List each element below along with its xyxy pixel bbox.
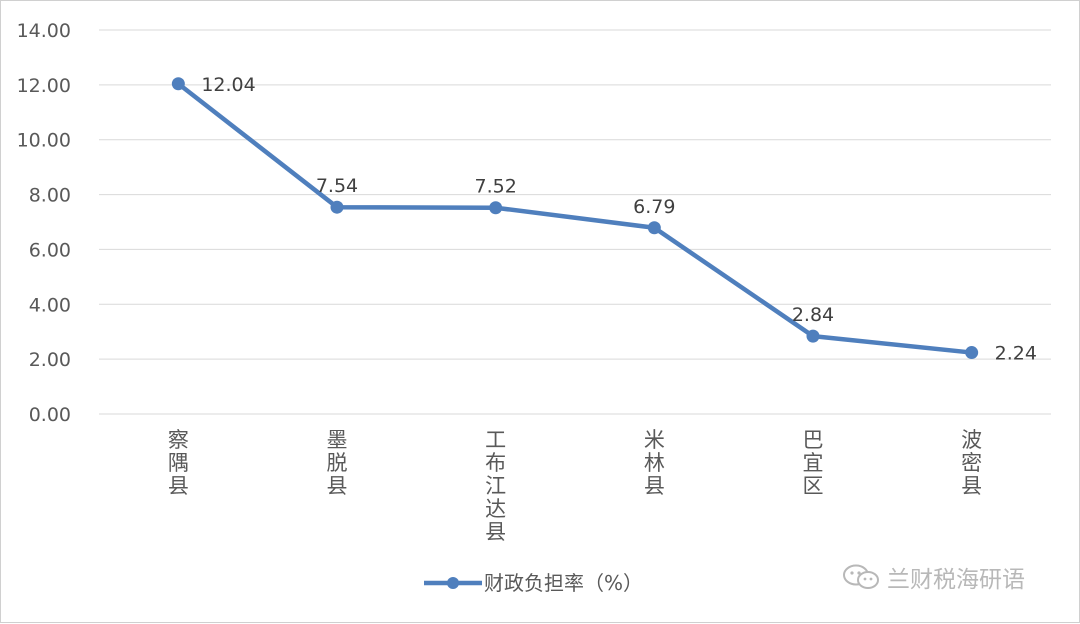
- x-axis-categories: 察隅县 墨脱县 工布江达县 米林县 巴宜区 波密县: [168, 428, 982, 544]
- y-tick-label: 12.00: [17, 75, 71, 97]
- data-label: 12.04: [201, 74, 255, 96]
- watermark: 兰财税海研语: [841, 561, 1025, 593]
- y-tick-label: 10.00: [17, 130, 71, 152]
- data-point: [489, 201, 503, 215]
- y-tick-label: 2.00: [29, 349, 71, 371]
- y-tick-label: 8.00: [29, 185, 71, 207]
- data-point: [171, 77, 185, 91]
- watermark-text: 兰财税海研语: [887, 567, 1025, 593]
- y-tick-label: 0.00: [29, 404, 71, 426]
- x-category-label: 察隅县: [168, 428, 189, 498]
- wechat-icon: [843, 564, 879, 589]
- series-points: [171, 77, 979, 360]
- legend-marker: [447, 577, 459, 589]
- data-label: 2.84: [792, 304, 834, 326]
- data-label: 7.52: [475, 176, 517, 198]
- x-category-label: 工布江达县: [485, 428, 506, 544]
- legend: 财政负担率（%）: [424, 571, 643, 595]
- x-category-label: 米林县: [644, 428, 665, 498]
- data-point: [965, 346, 979, 360]
- y-tick-label: 6.00: [29, 239, 71, 261]
- y-tick-label: 14.00: [17, 20, 71, 42]
- data-point: [330, 200, 344, 214]
- data-point: [647, 221, 661, 235]
- data-labels: 12.04 7.54 7.52 6.79 2.84 2.24: [201, 74, 1037, 365]
- data-point: [806, 329, 820, 343]
- series-line: [176, 81, 974, 355]
- y-axis-ticks: 0.00 2.00 4.00 6.00 8.00 10.00 12.00 14.00: [17, 20, 71, 426]
- y-tick-label: 4.00: [29, 294, 71, 316]
- x-category-label: 波密县: [961, 428, 982, 498]
- series-polyline: [176, 81, 974, 355]
- x-category-label: 墨脱县: [327, 428, 348, 498]
- x-category-label: 巴宜区: [803, 428, 824, 498]
- data-label: 7.54: [316, 175, 358, 197]
- data-label: 2.24: [995, 343, 1037, 365]
- legend-label: 财政负担率（%）: [484, 571, 643, 595]
- data-label: 6.79: [633, 196, 675, 218]
- gridlines: [99, 29, 1051, 415]
